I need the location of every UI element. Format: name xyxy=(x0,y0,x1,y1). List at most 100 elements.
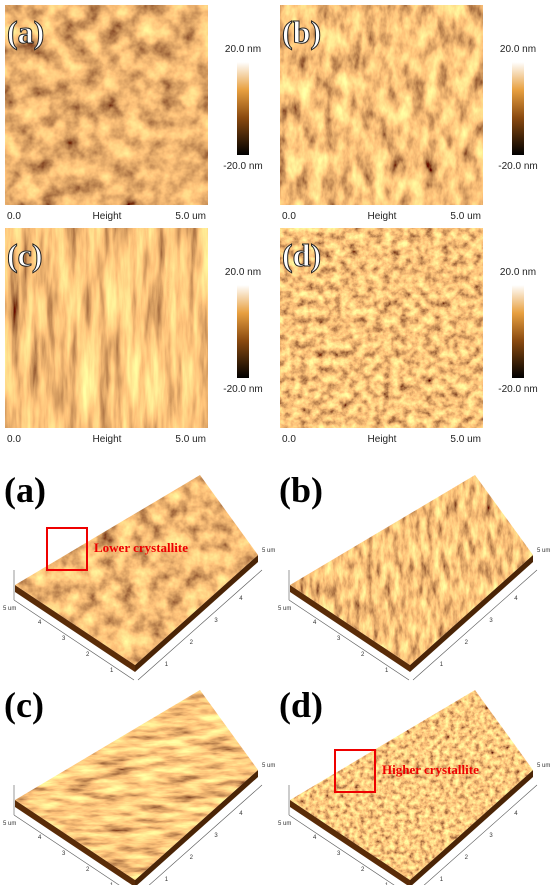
axis-tick: 2 xyxy=(465,640,469,646)
axis-unit: 5 um xyxy=(262,548,275,554)
surface-side xyxy=(15,800,135,885)
axis-tick: 4 xyxy=(514,596,518,602)
color-bar xyxy=(512,62,524,155)
axis-tick: 1 xyxy=(110,668,114,674)
x-label: Height xyxy=(368,434,397,445)
x-start: 0.0 xyxy=(282,211,296,222)
axis-tick: 1 xyxy=(110,883,114,885)
axis-tick: 1 xyxy=(440,877,444,883)
axis-tick: 4 xyxy=(514,811,518,817)
axis-tick: 1 xyxy=(440,662,444,668)
scale-max: 20.0 nm xyxy=(500,267,536,278)
surface-side xyxy=(15,585,135,672)
afm-image xyxy=(5,228,208,428)
x-start: 0.0 xyxy=(282,434,296,445)
scale-min: -20.0 nm xyxy=(498,161,537,172)
axis-tick: 3 xyxy=(62,636,66,642)
panel-label: (a) xyxy=(4,470,46,510)
afm-surface xyxy=(15,475,258,665)
panel-label: (b) xyxy=(282,14,321,50)
axis-unit: 5 um xyxy=(278,821,291,827)
x-start: 0.0 xyxy=(7,434,21,445)
axis-tick: 1 xyxy=(385,668,389,674)
axis-tick: 4 xyxy=(313,835,317,841)
color-bar xyxy=(237,62,249,155)
axis-tick: 4 xyxy=(38,835,42,841)
scale-min: -20.0 nm xyxy=(498,384,537,395)
axis-tick: 4 xyxy=(38,620,42,626)
axis-tick: 1 xyxy=(165,662,169,668)
highlight-box xyxy=(334,749,376,793)
surface-side xyxy=(290,800,410,885)
axis-tick: 2 xyxy=(361,867,365,873)
panel-label: (d) xyxy=(279,685,323,725)
x-end: 5.0 um xyxy=(175,211,206,222)
axis-tick: 3 xyxy=(337,636,341,642)
axis-line xyxy=(288,814,395,885)
axis-tick: 1 xyxy=(165,877,169,883)
color-bar xyxy=(512,285,524,378)
axis-unit: 5 um xyxy=(537,763,550,769)
afm-image xyxy=(5,5,208,205)
axis-tick: 4 xyxy=(239,596,243,602)
axis-tick: 4 xyxy=(313,620,317,626)
axis-line xyxy=(13,814,120,885)
afm-image xyxy=(280,5,483,205)
surface-side xyxy=(410,770,533,885)
x-label: Height xyxy=(368,211,397,222)
axis-unit: 5 um xyxy=(537,548,550,554)
x-end: 5.0 um xyxy=(450,434,481,445)
axis-tick: 2 xyxy=(86,652,90,658)
surface-side xyxy=(135,770,258,885)
scale-min: -20.0 nm xyxy=(223,161,262,172)
panel-label: (b) xyxy=(279,470,323,510)
x-label: Height xyxy=(93,434,122,445)
axis-tick: 3 xyxy=(489,833,493,839)
axis-line xyxy=(423,784,538,885)
x-end: 5.0 um xyxy=(450,211,481,222)
highlight-box xyxy=(46,527,88,571)
afm-surface xyxy=(15,690,258,880)
scale-max: 20.0 nm xyxy=(225,267,261,278)
panel-label: (d) xyxy=(282,237,321,273)
axis-tick: 3 xyxy=(489,618,493,624)
axis-tick: 2 xyxy=(190,640,194,646)
axis-unit: 5 um xyxy=(278,606,291,612)
x-start: 0.0 xyxy=(7,211,21,222)
scale-max: 20.0 nm xyxy=(225,44,261,55)
surface-side xyxy=(290,585,410,672)
axis-tick: 2 xyxy=(361,652,365,658)
axis-line xyxy=(288,599,410,681)
axis-tick: 2 xyxy=(465,855,469,861)
scale-max: 20.0 nm xyxy=(500,44,536,55)
axis-unit: 5 um xyxy=(3,606,16,612)
axis-unit: 5 um xyxy=(3,821,16,827)
afm-surface xyxy=(290,690,533,880)
axis-tick: 2 xyxy=(86,867,90,873)
axis-line xyxy=(13,599,135,681)
scale-min: -20.0 nm xyxy=(223,384,262,395)
axis-tick: 3 xyxy=(62,851,66,857)
axis-tick: 3 xyxy=(214,618,218,624)
axis-line xyxy=(412,569,538,681)
axis-tick: 3 xyxy=(214,833,218,839)
color-bar xyxy=(237,285,249,378)
axis-tick: 1 xyxy=(385,883,389,885)
x-end: 5.0 um xyxy=(175,434,206,445)
x-label: Height xyxy=(93,211,122,222)
panel-label: (a) xyxy=(7,14,44,50)
surface-side xyxy=(410,555,533,672)
afm-image xyxy=(280,228,483,428)
axis-tick: 4 xyxy=(239,811,243,817)
panel-label: (c) xyxy=(4,685,44,725)
axis-tick: 2 xyxy=(190,855,194,861)
annotation: Higher crystallite xyxy=(382,762,479,777)
panel-label: (c) xyxy=(7,237,43,273)
afm-surface xyxy=(290,475,533,665)
axis-line xyxy=(148,784,263,885)
axis-line xyxy=(137,569,263,681)
axis-tick: 3 xyxy=(337,851,341,857)
annotation: Lower crystallite xyxy=(94,540,188,555)
